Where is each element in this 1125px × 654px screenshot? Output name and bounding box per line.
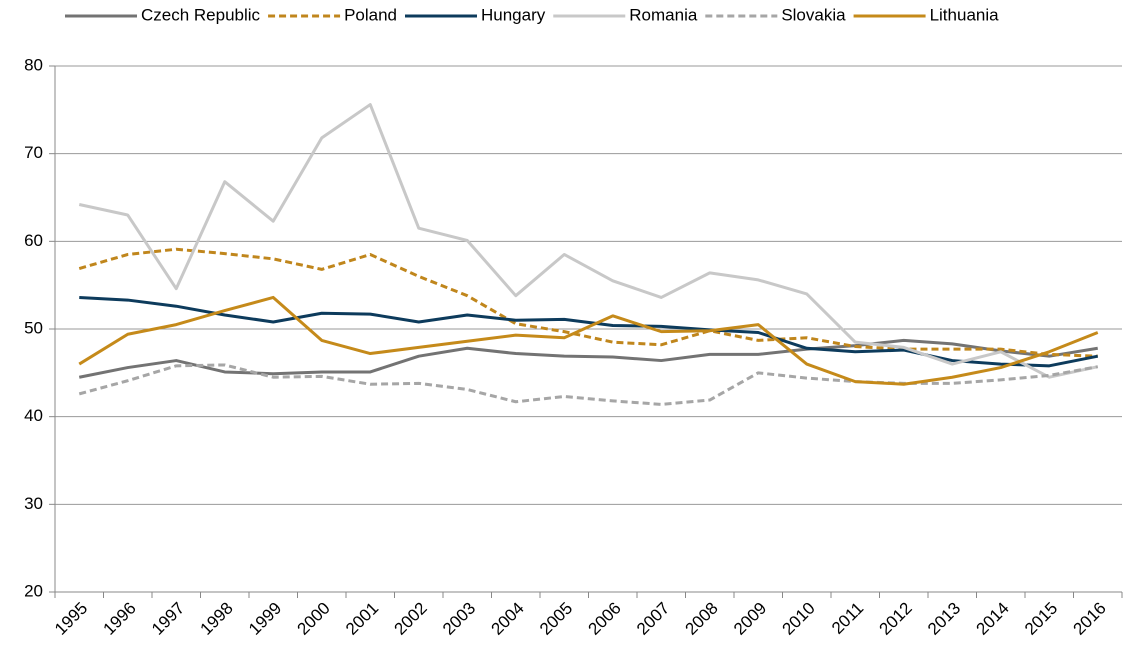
y-tick-label: 20 bbox=[24, 581, 43, 600]
x-tick-label: 2008 bbox=[682, 599, 722, 639]
series-line bbox=[78, 295, 1099, 386]
x-tick-label: 2010 bbox=[779, 599, 819, 639]
x-tick-label: 1996 bbox=[100, 599, 140, 639]
x-tick-label: 2006 bbox=[585, 599, 625, 639]
y-tick-label: 60 bbox=[24, 231, 43, 250]
x-tick-label: 2007 bbox=[633, 599, 673, 639]
series-line bbox=[78, 103, 1099, 379]
x-tick-label: 2009 bbox=[730, 599, 770, 639]
legend-label: Czech Republic bbox=[141, 5, 261, 24]
legend-label: Lithuania bbox=[930, 5, 1000, 24]
x-tick-label: 1995 bbox=[51, 599, 91, 639]
x-tick-label: 1997 bbox=[148, 599, 188, 639]
x-tick-label: 2004 bbox=[488, 599, 528, 639]
x-tick-label: 2001 bbox=[342, 599, 382, 639]
x-tick-label: 2012 bbox=[876, 599, 916, 639]
y-tick-label: 50 bbox=[24, 318, 43, 337]
x-tick-label: 2005 bbox=[536, 599, 576, 639]
series-line bbox=[78, 338, 1098, 379]
x-tick-label: 2002 bbox=[391, 599, 431, 639]
legend-label: Poland bbox=[344, 5, 397, 24]
series-line bbox=[78, 363, 1099, 406]
x-tick-label: 2013 bbox=[924, 599, 964, 639]
x-tick-label: 2015 bbox=[1021, 599, 1061, 639]
legend-label: Romania bbox=[629, 5, 698, 24]
x-tick-label: 2003 bbox=[439, 599, 479, 639]
legend-label: Hungary bbox=[481, 5, 546, 24]
x-tick-label: 2000 bbox=[294, 599, 334, 639]
y-tick-label: 70 bbox=[24, 143, 43, 162]
x-tick-label: 1999 bbox=[245, 599, 285, 639]
legend-label: Slovakia bbox=[781, 5, 846, 24]
y-tick-label: 40 bbox=[24, 406, 43, 425]
y-tick-label: 30 bbox=[24, 494, 43, 513]
series-line bbox=[78, 247, 1098, 358]
x-tick-label: 2016 bbox=[1070, 599, 1110, 639]
x-tick-label: 2014 bbox=[973, 599, 1013, 639]
y-tick-label: 80 bbox=[24, 55, 43, 74]
x-tick-label: 1998 bbox=[197, 599, 237, 639]
x-tick-label: 2011 bbox=[828, 599, 867, 638]
